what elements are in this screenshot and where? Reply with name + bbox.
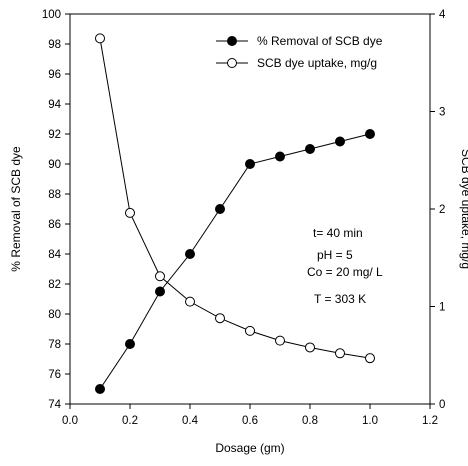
series-line-1	[99, 38, 371, 359]
data-point-uptake	[95, 33, 105, 44]
ticks: 0.0 0.2 0.4 0.6 0.8 1.0 1.2 74 76 78 80 82 84 86 88 90 9…	[42, 9, 446, 427]
y-tick-label: 100	[42, 9, 61, 21]
x-tick-label: 0.2	[122, 415, 138, 427]
y-tick-label: 74	[48, 399, 61, 411]
legend-marker-removal	[227, 36, 237, 46]
annotation-ph: pH = 5	[317, 248, 353, 262]
y-tick-label: 90	[48, 159, 61, 171]
y-tick-label: 98	[48, 39, 61, 51]
y-tick-label: 78	[48, 339, 61, 351]
data-point-removal	[125, 339, 135, 349]
data-point-removal	[305, 144, 315, 154]
y-axis-title: % Removal of SCB dye	[9, 146, 23, 272]
legend-label-removal: % Removal of SCB dye	[257, 34, 383, 48]
conditions-annotation: t= 40 min pH = 5 Co = 20 mg/ L T = 303 K	[307, 226, 383, 306]
x-tick-label: 1.2	[422, 415, 438, 427]
x-axis-title: Dosage (gm)	[215, 441, 284, 455]
y-tick-label: 94	[48, 99, 61, 111]
data-point-removal	[185, 249, 195, 259]
y-tick-label: 80	[48, 309, 61, 321]
y-tick-label: 86	[48, 219, 61, 231]
legend-label-uptake: SCB dye uptake, mg/g	[257, 56, 377, 70]
data-point-uptake	[365, 353, 375, 364]
series-lines	[99, 38, 371, 390]
data-point-removal	[215, 204, 225, 214]
x-tick-label: 0.8	[302, 415, 318, 427]
y2-tick-label: 4	[439, 9, 446, 21]
x-tick-label: 0.4	[182, 415, 199, 427]
y2-tick-label: 3	[439, 107, 445, 119]
data-point-uptake	[185, 296, 195, 307]
data-point-uptake	[215, 313, 225, 324]
data-point-removal	[275, 151, 285, 162]
y-tick-label: 96	[48, 69, 61, 81]
y-tick-label: 84	[48, 249, 61, 261]
y2-tick-label: 2	[439, 204, 445, 216]
y-tick-label: 82	[48, 279, 61, 291]
legend-marker-uptake	[227, 58, 237, 68]
data-point-uptake	[335, 348, 345, 359]
y2-tick-label: 1	[439, 302, 445, 314]
data-point-removal	[335, 136, 345, 147]
plot-frame	[69, 13, 431, 405]
annotation-concentration: Co = 20 mg/ L	[307, 265, 383, 279]
data-point-uptake	[155, 271, 165, 282]
data-point-removal	[155, 286, 165, 297]
data-point-removal	[95, 384, 105, 394]
annotation-temperature: T = 303 K	[314, 292, 366, 306]
y2-axis-title: SCB dye uptake, mg/g	[459, 149, 468, 269]
x-tick-label: 0.0	[62, 415, 78, 427]
annotation-time: t= 40 min	[313, 226, 363, 240]
y2-tick-label: 0	[439, 399, 445, 411]
data-point-uptake	[125, 207, 135, 218]
series-markers	[95, 33, 375, 394]
series-line-0	[99, 133, 371, 390]
y-tick-label: 76	[48, 369, 61, 381]
data-point-uptake	[245, 325, 255, 336]
y-tick-label: 88	[48, 189, 61, 201]
x-tick-label: 0.6	[242, 415, 258, 427]
x-tick-label: 1.0	[362, 415, 378, 427]
y-tick-label: 92	[48, 129, 61, 141]
data-point-removal	[245, 159, 255, 169]
data-point-uptake	[275, 335, 285, 346]
legend: % Removal of SCB dye SCB dye uptake, mg/…	[216, 34, 383, 70]
data-point-uptake	[305, 342, 315, 353]
data-point-removal	[365, 129, 375, 139]
